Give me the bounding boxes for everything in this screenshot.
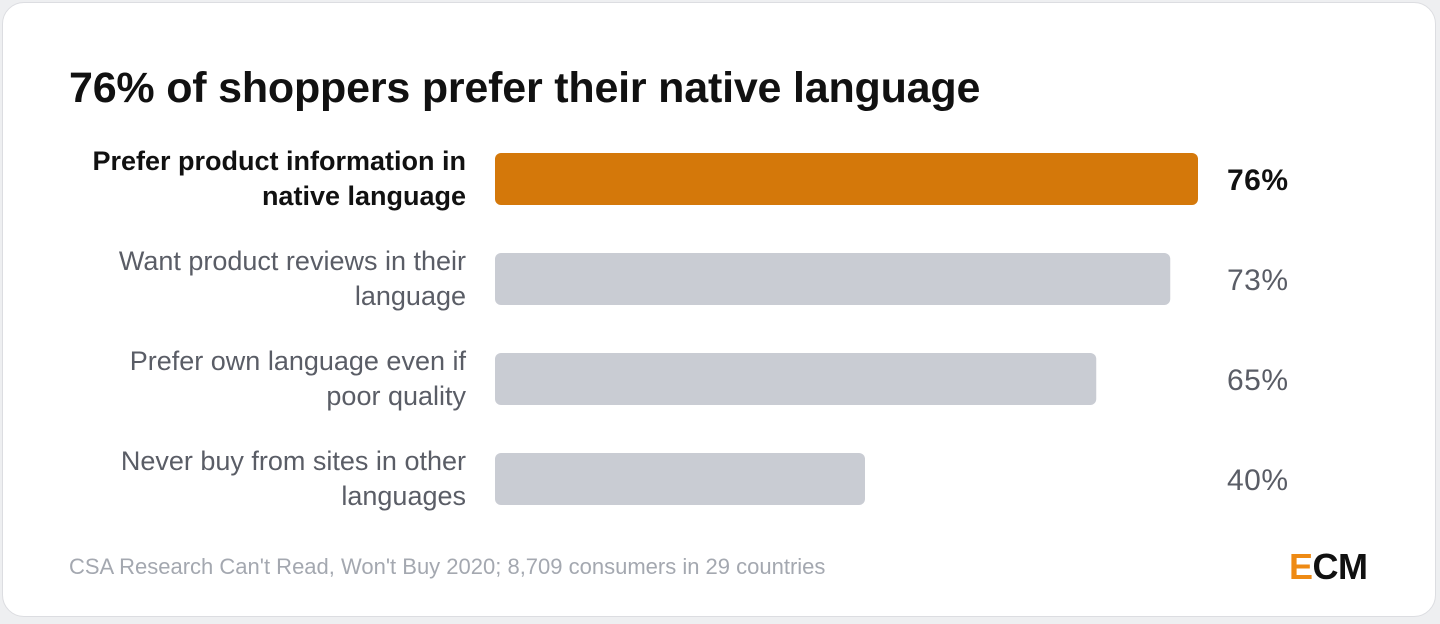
- category-label-3-line-1: languages: [341, 481, 466, 511]
- category-label-0-line-1: native language: [262, 181, 466, 211]
- category-label-2: Prefer own language even if poor quality: [130, 346, 467, 411]
- bar-chart: Prefer product information in native lang…: [92, 146, 1289, 511]
- bar-3: [495, 453, 865, 505]
- category-label-2-line-0: Prefer own language even if: [130, 346, 467, 376]
- chart-title: 76% of shoppers prefer their native lang…: [69, 64, 981, 112]
- logo-rest-letters: CM: [1312, 546, 1369, 587]
- category-label-0: Prefer product information in native lang…: [92, 146, 466, 211]
- value-label-1: 73%: [1227, 264, 1289, 297]
- category-label-2-line-1: poor quality: [326, 381, 466, 411]
- value-label-2: 65%: [1227, 364, 1289, 397]
- category-label-1-line-0: Want product reviews in their: [119, 246, 466, 276]
- source-note: CSA Research Can't Read, Won't Buy 2020;…: [69, 554, 826, 579]
- category-label-1-line-1: language: [355, 281, 466, 311]
- category-label-3: Never buy from sites in other languages: [121, 446, 466, 511]
- category-label-0-line-0: Prefer product information in: [92, 146, 466, 176]
- category-label-3-line-0: Never buy from sites in other: [121, 446, 466, 476]
- value-label-3: 40%: [1227, 464, 1289, 497]
- category-label-1: Want product reviews in their language: [119, 246, 466, 311]
- logo-accent-letter: E: [1289, 546, 1313, 587]
- value-label-0: 76%: [1227, 164, 1289, 197]
- bar-2: [495, 353, 1097, 405]
- bar-1: [495, 253, 1171, 305]
- ecm-logo: ECM: [1289, 546, 1368, 588]
- bar-0: [495, 153, 1198, 205]
